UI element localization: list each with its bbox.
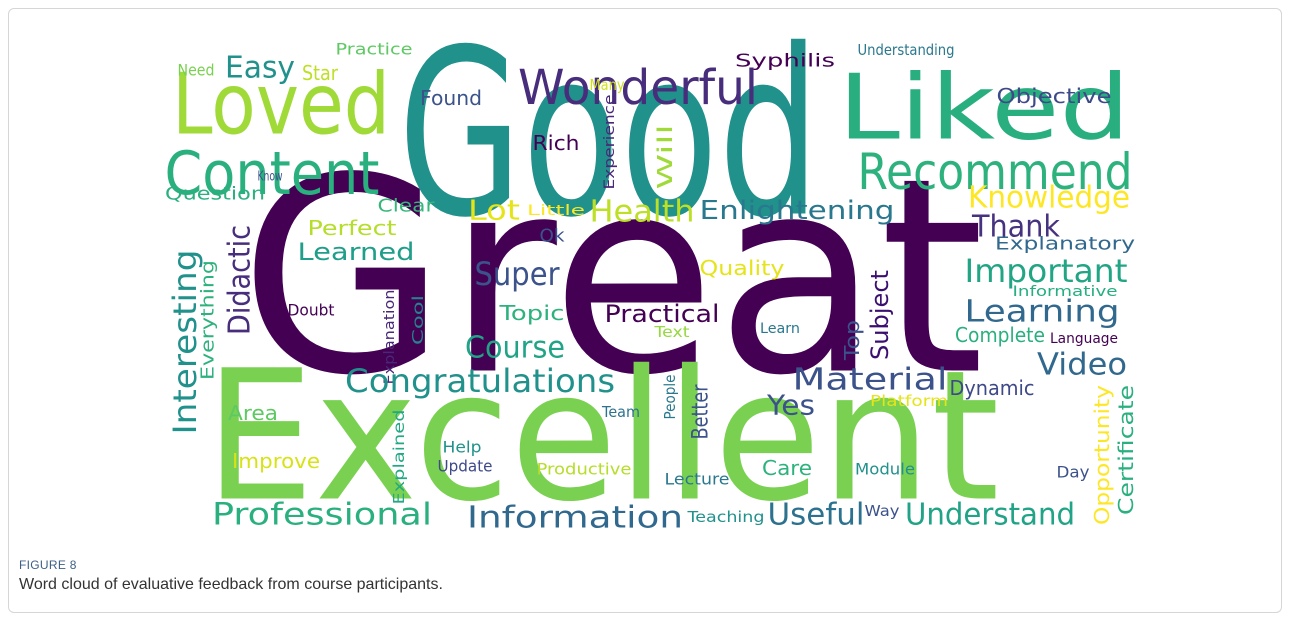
word: Opportunity [1090,385,1114,525]
word: Found [420,86,482,110]
word: Cool [409,295,427,345]
word: Good [398,2,820,269]
word: Ok [540,226,566,247]
word: Didactic [223,225,258,335]
word: Congratulations [345,362,615,400]
word: Important [965,252,1128,290]
word: Explanatory [995,234,1135,255]
word: Little [527,203,585,219]
word: Experience [602,95,618,190]
word: Thank [971,210,1061,245]
word: Better [689,384,714,440]
word: Teaching [686,508,764,526]
figure-frame [8,8,1282,613]
word: Need [178,61,215,80]
word: Many [590,76,625,94]
word: Course [465,331,565,366]
word: Area [228,401,278,425]
word: Material [793,363,948,398]
word: Practice [336,40,413,59]
word: Subject [866,270,894,360]
word: Top [840,320,864,361]
word: Health [590,195,695,230]
word: Easy [225,51,295,86]
word: Improve [232,449,320,473]
word: Everything [198,260,219,380]
word: Text [653,323,689,341]
word: People [661,375,679,420]
word: Care [762,456,812,480]
word: Perfect [308,216,397,240]
word: Liked [838,56,1130,161]
word: Question [165,184,265,205]
word: Wonderful [518,60,758,116]
word: Rich [533,131,580,155]
word: Learn [760,321,800,337]
word: Team [601,403,640,421]
word: Great [240,120,985,435]
word: Doubt [288,301,335,320]
word: Platform [870,392,948,410]
word: Yes [766,389,815,422]
word: Productive [537,460,632,479]
word: Super [475,255,561,293]
word: Star [302,61,339,85]
word: Help [443,438,482,457]
word: Lecture [665,470,730,489]
word: Understand [905,498,1075,533]
word: Learning [965,295,1120,330]
word: Language [1050,331,1118,347]
word: Video [1037,348,1127,383]
word: Useful [768,498,865,533]
word: Knowledge [968,181,1130,216]
word: Way [865,502,900,520]
word: Information [467,501,683,536]
word: Informative [1013,284,1118,300]
word: Lot [468,194,520,227]
word: Professional [212,498,432,533]
word: Learned [298,238,415,266]
word: Know [258,170,283,185]
word: Objective [997,84,1112,108]
word: Topic [498,301,564,325]
word: Recommend [858,143,1133,201]
figure-label: FIGURE 8 [19,558,77,572]
word: Excellent [205,333,1000,542]
word: Loved [172,56,390,155]
word: Dynamic [950,376,1035,400]
word: Practical [605,300,720,328]
word: Day [1057,463,1090,482]
word: Certificate [1114,385,1138,515]
figure-caption: Word cloud of evaluative feedback from c… [19,576,443,593]
word: Complete [955,323,1045,347]
word: Content [165,139,380,209]
word: Interesting [166,250,204,435]
word: Explained [390,410,408,505]
word: Clear [378,196,436,217]
word: Syphilis [735,51,835,72]
word: Enlightening [700,196,895,226]
word: Update [438,457,493,476]
word: Understanding [858,41,955,59]
word: Will [653,125,677,190]
word: Module [855,460,915,479]
word: Explanation [382,290,398,385]
word: Quality [700,256,785,280]
